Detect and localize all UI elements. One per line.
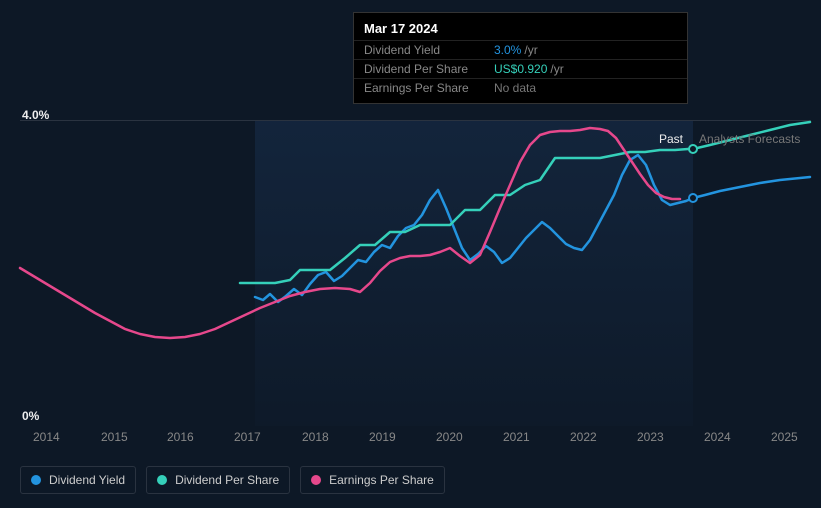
tooltip-title: Mar 17 2024 — [354, 19, 687, 40]
chart-legend: Dividend Yield Dividend Per Share Earnings… — [20, 466, 445, 494]
tooltip-row-unit: /yr — [524, 43, 537, 57]
legend-label: Dividend Per Share — [175, 473, 279, 487]
legend-item-dividend_per_share[interactable]: Dividend Per Share — [146, 466, 290, 494]
legend-swatch — [31, 475, 41, 485]
legend-item-earnings_per_share[interactable]: Earnings Per Share — [300, 466, 445, 494]
series-marker-dividend_yield — [689, 194, 697, 202]
series-line-dividend_yield — [255, 155, 810, 302]
legend-item-dividend_yield[interactable]: Dividend Yield — [20, 466, 136, 494]
tooltip-row-label: Dividend Yield — [364, 43, 494, 57]
legend-swatch — [157, 475, 167, 485]
legend-label: Earnings Per Share — [329, 473, 434, 487]
series-line-earnings_per_share — [20, 128, 680, 338]
series-line-dividend_per_share — [240, 122, 810, 283]
tooltip-row-label: Earnings Per Share — [364, 81, 494, 95]
forecasts-label: Analysts Forecasts — [699, 132, 800, 146]
tooltip-row: Dividend Yield3.0%/yr — [354, 40, 687, 59]
tooltip-row: Earnings Per ShareNo data — [354, 78, 687, 97]
past-label: Past — [659, 132, 683, 146]
tooltip-row-value: 3.0% — [494, 43, 521, 57]
legend-label: Dividend Yield — [49, 473, 125, 487]
tooltip-row-unit: /yr — [550, 62, 563, 76]
series-marker-dividend_per_share — [689, 145, 697, 153]
tooltip-row-value: No data — [494, 81, 536, 95]
tooltip-row-value: US$0.920 — [494, 62, 547, 76]
legend-swatch — [311, 475, 321, 485]
dividend-chart: 4.0% 0% 20142015201620172018201920202021… — [0, 0, 821, 508]
tooltip-row: Dividend Per ShareUS$0.920/yr — [354, 59, 687, 78]
tooltip-row-label: Dividend Per Share — [364, 62, 494, 76]
chart-tooltip: Mar 17 2024 Dividend Yield3.0%/yrDividen… — [353, 12, 688, 104]
